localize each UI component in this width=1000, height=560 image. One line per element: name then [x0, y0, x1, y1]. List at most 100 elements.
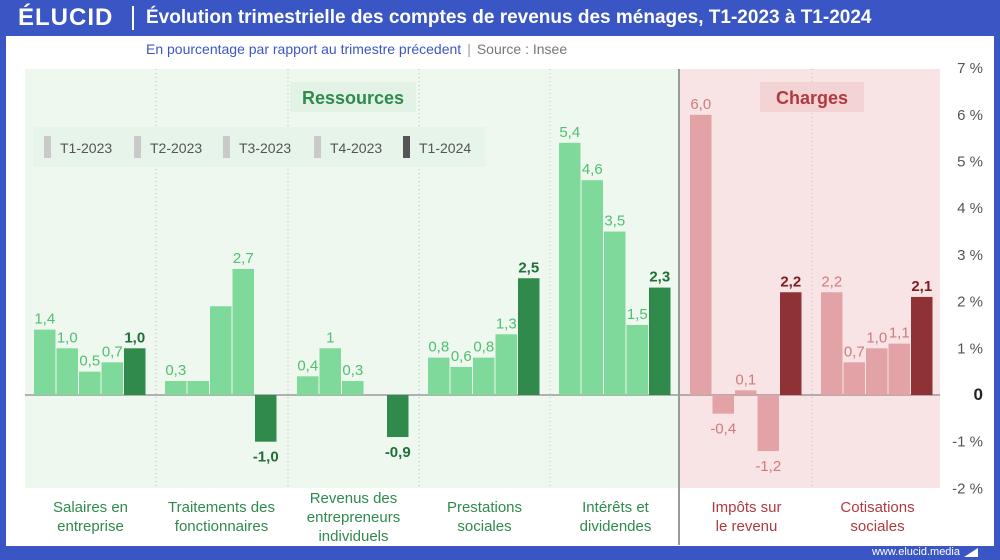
data-label: 0,5	[79, 353, 100, 370]
bar	[342, 380, 364, 395]
category-label: Intérêts et	[582, 499, 650, 516]
data-label: 1,1	[889, 325, 910, 342]
bar	[79, 371, 101, 395]
bar	[888, 343, 910, 395]
y-tick-label: 5 %	[957, 154, 983, 171]
data-label: 1,0	[124, 329, 145, 346]
data-label: -0,4	[710, 421, 736, 438]
legend-label: T1-2024	[419, 140, 471, 156]
brand-logo[interactable]: ÉLUCID	[18, 4, 114, 31]
data-label: 0,3	[342, 362, 363, 379]
bar	[428, 357, 450, 395]
category-label: Impôts sur	[711, 499, 781, 516]
subtitle-text: En pourcentage par rapport au trimestre …	[146, 41, 462, 57]
legend-swatch	[134, 136, 141, 158]
y-tick-label: -1 %	[952, 434, 983, 451]
legend-swatch	[403, 136, 410, 158]
data-label: 0,7	[102, 343, 123, 360]
bar	[232, 268, 254, 395]
data-label: 1,3	[496, 315, 517, 332]
section-title-box	[760, 82, 864, 112]
header: ÉLUCID Évolution trimestrielle des compt…	[0, 0, 1000, 36]
bar	[255, 395, 277, 442]
bar	[581, 180, 603, 395]
data-label: 0,8	[473, 339, 494, 356]
legend-swatch	[44, 136, 51, 158]
data-label: 1,0	[866, 329, 887, 346]
data-label: 2,2	[821, 273, 842, 290]
category-label: entrepreneurs	[307, 509, 400, 526]
category-label: le revenu	[716, 518, 778, 535]
bar	[559, 142, 581, 395]
bar	[626, 324, 648, 395]
bar	[757, 395, 779, 452]
y-tick-label: -2 %	[952, 480, 983, 497]
data-label: 2,7	[233, 250, 254, 267]
category-label: Cotisations	[840, 499, 914, 516]
logo-separator	[132, 6, 134, 30]
data-label: -0,9	[385, 444, 411, 461]
section-title: Charges	[776, 88, 848, 108]
bar	[712, 395, 734, 414]
bar	[518, 278, 540, 395]
legend-label: T2-2023	[150, 140, 202, 156]
brand-triangle-icon	[964, 548, 978, 557]
y-tick-label: 4 %	[957, 200, 983, 217]
data-label: 0,4	[297, 357, 318, 374]
bar	[649, 287, 671, 395]
bar	[101, 362, 123, 395]
y-tick-label: 6 %	[957, 107, 983, 124]
legend-label: T4-2023	[330, 140, 382, 156]
y-tick-label: 2 %	[957, 294, 983, 311]
bar	[866, 348, 888, 395]
category-label: dividendes	[580, 518, 652, 535]
data-label: 6,0	[690, 96, 711, 113]
footer-url[interactable]: www.elucid.media	[871, 546, 960, 558]
data-label: 0,6	[451, 348, 472, 365]
data-label: 1,4	[34, 311, 55, 328]
bar	[387, 395, 409, 438]
bar	[495, 334, 517, 395]
data-label: 1,0	[57, 329, 78, 346]
chart-title: Évolution trimestrielle des comptes de r…	[146, 7, 872, 28]
source-text: Source : Insee	[476, 41, 568, 57]
data-label: 0,7	[844, 343, 865, 360]
bar	[187, 380, 209, 395]
category-label: sociales	[850, 518, 904, 535]
category-label: fonctionnaires	[175, 518, 268, 535]
category-label: Salaires en	[53, 499, 128, 516]
bar	[821, 292, 843, 395]
bar	[690, 114, 712, 396]
charges-background	[679, 69, 940, 488]
data-label: 1,5	[627, 306, 648, 323]
bar	[735, 390, 757, 395]
bar	[297, 376, 319, 395]
y-tick-label: 1 %	[957, 340, 983, 357]
bar	[319, 348, 341, 395]
bar	[473, 357, 495, 395]
subtitle-separator: |	[467, 41, 471, 57]
bar	[124, 348, 146, 395]
bar	[604, 231, 626, 395]
category-label: sociales	[457, 518, 511, 535]
data-label: 1	[326, 329, 334, 346]
legend-label: T1-2023	[60, 140, 112, 156]
data-label: 2,1	[911, 278, 932, 295]
data-label: 5,4	[559, 124, 580, 141]
data-label: 0,8	[428, 339, 449, 356]
bar	[165, 380, 187, 395]
y-tick-label: 0	[974, 385, 983, 404]
category-label: entreprise	[57, 518, 124, 535]
y-tick-label: 3 %	[957, 247, 983, 264]
bar	[34, 329, 56, 395]
bar	[210, 306, 232, 395]
section-title: Ressources	[302, 88, 404, 108]
data-label: 2,2	[780, 273, 801, 290]
y-tick-label: 7 %	[957, 60, 983, 77]
bar	[780, 292, 802, 395]
legend-swatch	[223, 136, 230, 158]
section-title-box	[290, 82, 416, 112]
data-label: -1,2	[755, 458, 781, 475]
bar	[911, 296, 933, 395]
bar	[56, 348, 78, 395]
